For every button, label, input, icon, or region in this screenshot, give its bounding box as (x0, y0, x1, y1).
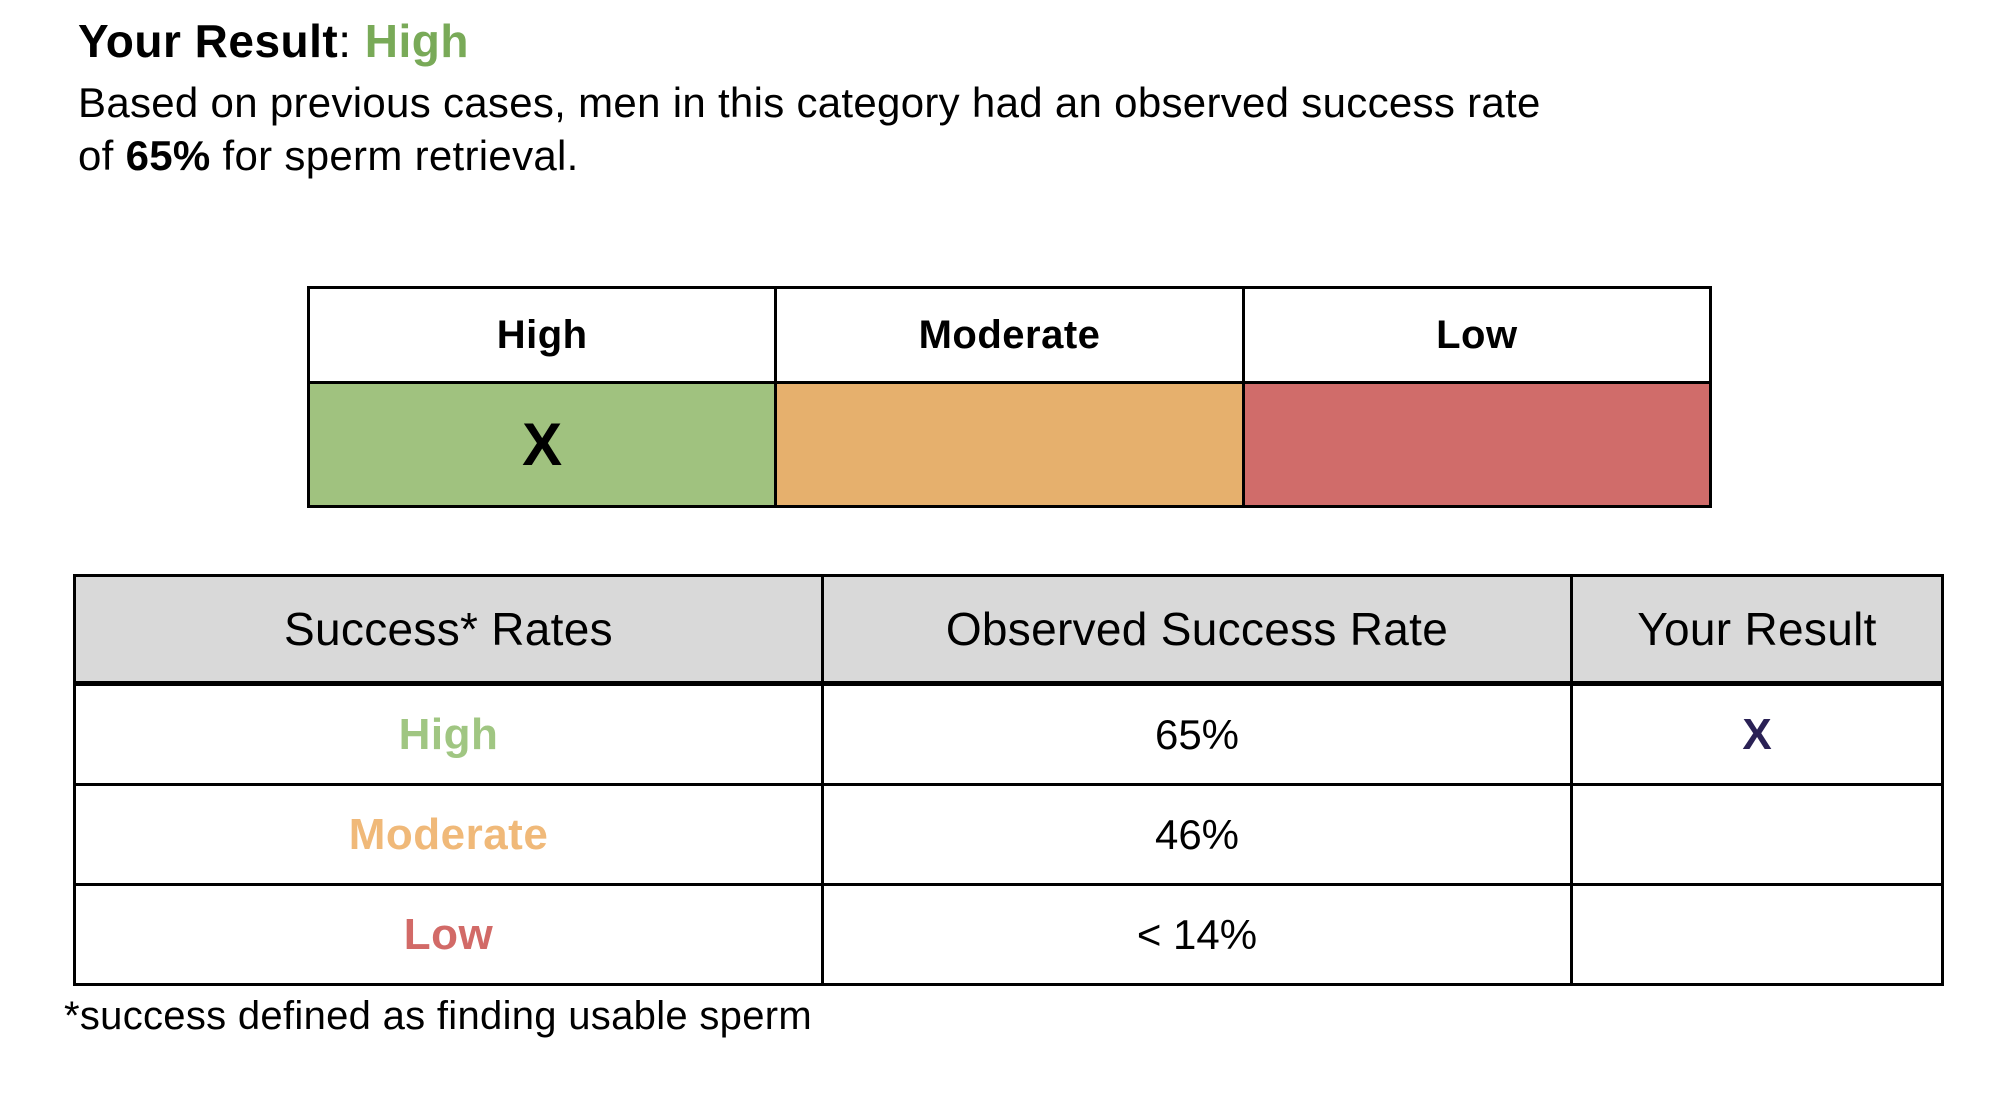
rates-row-moderate: Moderate 46% (73, 783, 1944, 886)
selected-category-marker: X (522, 410, 563, 478)
rates-row-moderate-rate: 46% (821, 783, 1573, 886)
rates-row-low-marker-cell (1570, 883, 1944, 986)
rates-row-low: Low < 14% (73, 883, 1944, 986)
rates-row-moderate-label-cell: Moderate (73, 783, 824, 886)
success-rates-table: Success* Rates Observed Success Rate You… (73, 574, 1944, 986)
description-line1: Based on previous cases, men in this cat… (78, 79, 1541, 126)
category-cell-moderate (774, 381, 1245, 508)
rates-table-header-row: Success* Rates Observed Success Rate You… (73, 574, 1944, 686)
rates-row-moderate-marker-cell (1570, 783, 1944, 886)
rates-row-high-label-cell: High (73, 682, 824, 786)
rates-row-low-rate: < 14% (821, 883, 1573, 986)
rates-header-success-rates: Success* Rates (73, 574, 824, 686)
category-header-moderate: Moderate (774, 286, 1245, 384)
result-title-label: Your Result (78, 15, 339, 67)
rates-row-low-label-cell: Low (73, 883, 824, 986)
rates-header-your-result: Your Result (1570, 574, 1944, 686)
category-cell-high: X (306, 381, 778, 508)
description-rate-value: 65% (125, 132, 211, 179)
page: { "page": { "background": "#ffffff", "te… (0, 14, 2010, 1110)
category-bar-color-row: X (306, 381, 1713, 508)
rates-row-high: High 65% X (73, 682, 1944, 786)
result-report: Your Result: High Based on previous case… (0, 14, 2010, 1039)
rates-row-moderate-label: Moderate (348, 809, 549, 859)
rates-header-observed-rate: Observed Success Rate (821, 574, 1573, 686)
result-title-separator: : (338, 15, 365, 67)
category-header-low: Low (1241, 286, 1713, 384)
category-cell-low (1241, 381, 1713, 508)
description-line2-pre: of (78, 132, 126, 179)
rates-row-high-marker-cell: X (1570, 682, 1944, 786)
category-bar-header-row: High Moderate Low (306, 286, 1713, 384)
result-value: High (364, 15, 469, 67)
rates-row-high-label: High (398, 709, 499, 759)
description-line2-post: for sperm retrieval. (210, 132, 579, 179)
result-description: Based on previous cases, men in this cat… (78, 76, 2010, 182)
rates-row-high-rate: 65% (821, 682, 1573, 786)
category-header-high: High (306, 286, 778, 384)
your-result-marker: X (1742, 709, 1772, 759)
category-bar-table: High Moderate Low X (306, 286, 1713, 508)
page-title: Your Result: High (78, 14, 2010, 68)
footnote: *success defined as finding usable sperm (64, 994, 812, 1038)
rates-row-low-label: Low (403, 909, 494, 959)
